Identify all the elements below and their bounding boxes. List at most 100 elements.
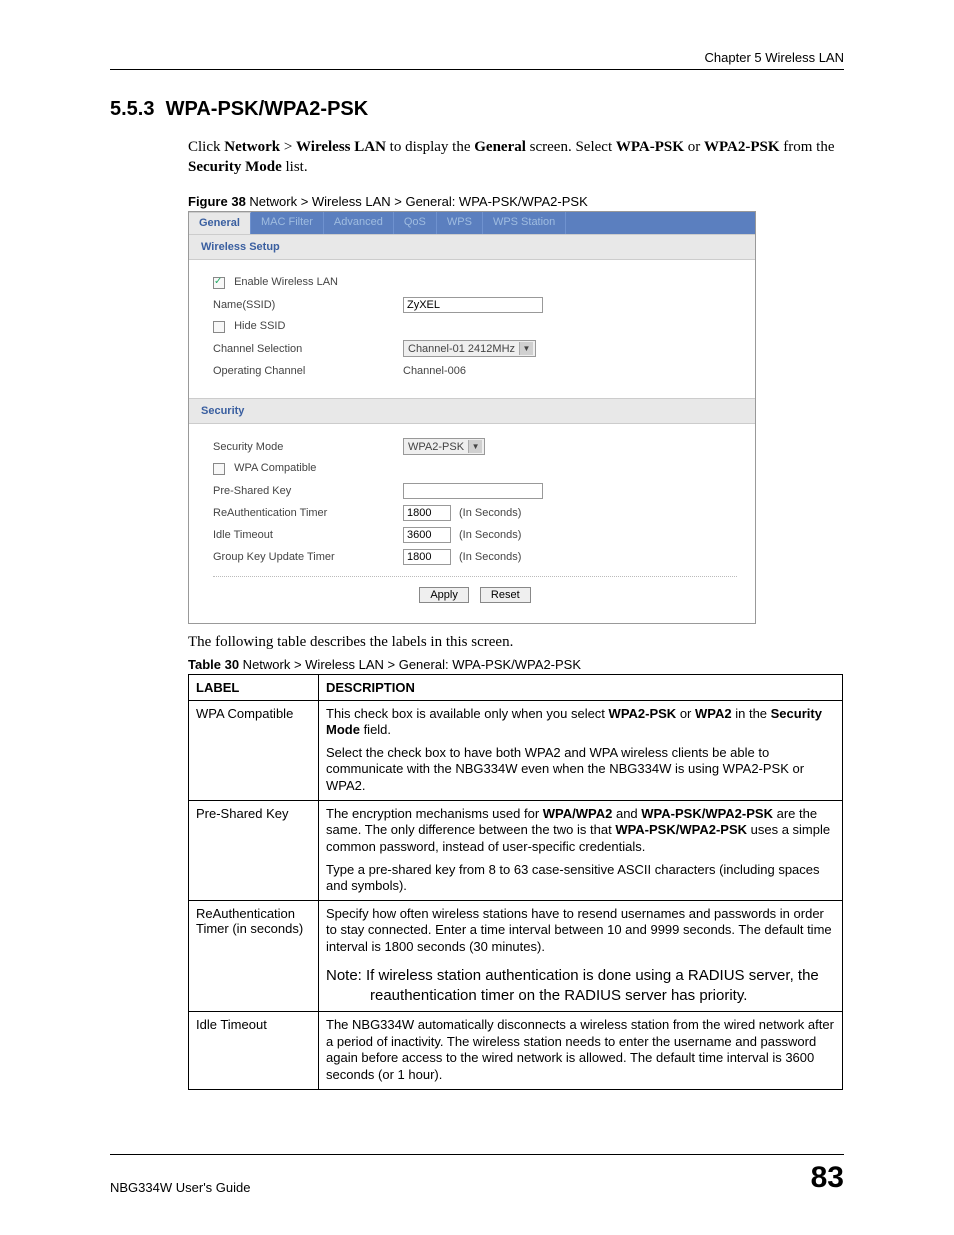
- t: Network > Wireless LAN > General: WPA-PS…: [246, 194, 588, 209]
- t: Security Mode: [188, 159, 282, 175]
- page-footer: NBG334W User's Guide 83: [110, 1154, 844, 1195]
- cell-desc: The encryption mechanisms used for WPA/W…: [319, 800, 843, 900]
- hide-ssid-label: Hide SSID: [234, 320, 285, 332]
- t: screen. Select: [526, 139, 616, 155]
- t: WPA-PSK: [616, 139, 684, 155]
- hide-row: Hide SSID: [213, 320, 285, 332]
- section-number: 5.5.3: [110, 98, 154, 120]
- group-body: Enable Wireless LAN Name(SSID) Hide SSID…: [189, 260, 755, 398]
- t: Click: [188, 139, 224, 155]
- gkey-input[interactable]: [403, 549, 451, 565]
- t: field.: [360, 722, 391, 737]
- t: WPA2-PSK: [609, 706, 677, 721]
- chevron-down-icon: ▼: [468, 440, 482, 453]
- t: The encryption mechanisms used for: [326, 806, 543, 821]
- t: to display the: [386, 139, 474, 155]
- hide-ssid-checkbox[interactable]: [213, 321, 225, 333]
- tab-mac-filter[interactable]: MAC Filter: [251, 212, 324, 234]
- tab-qos[interactable]: QoS: [394, 212, 437, 234]
- t: WPA2: [695, 706, 732, 721]
- t: WPA/WPA2: [543, 806, 613, 821]
- reauth-input[interactable]: [403, 505, 451, 521]
- tab-general[interactable]: General: [189, 212, 251, 234]
- t: and: [612, 806, 641, 821]
- screenshot: General MAC Filter Advanced QoS WPS WPS …: [188, 211, 756, 624]
- t: or: [684, 139, 704, 155]
- t: The NBG334W automatically disconnects a …: [326, 1017, 835, 1084]
- cell-label: Pre-Shared Key: [189, 800, 319, 900]
- after-figure-text: The following table describes the labels…: [188, 634, 844, 651]
- t: Specify how often wireless stations have…: [326, 906, 835, 956]
- t: list.: [282, 159, 308, 175]
- security-mode-value: WPA2-PSK: [408, 441, 464, 453]
- table-row: Idle Timeout The NBG334W automatically d…: [189, 1012, 843, 1090]
- wpa-compatible-checkbox[interactable]: [213, 463, 225, 475]
- footer-guide: NBG334W User's Guide: [110, 1180, 250, 1195]
- ssid-input[interactable]: [403, 297, 543, 313]
- ssid-label: Name(SSID): [213, 299, 403, 311]
- operating-channel-label: Operating Channel: [213, 365, 403, 377]
- reset-button[interactable]: Reset: [480, 587, 531, 603]
- t: WPA2-PSK: [704, 139, 780, 155]
- wpa-compat-row: WPA Compatible: [213, 462, 316, 474]
- col-label: LABEL: [189, 674, 319, 700]
- apply-button[interactable]: Apply: [419, 587, 469, 603]
- t: Network > Wireless LAN > General: WPA-PS…: [239, 657, 581, 672]
- table-header-row: LABEL DESCRIPTION: [189, 674, 843, 700]
- gkey-label: Group Key Update Timer: [213, 551, 403, 563]
- idle-label: Idle Timeout: [213, 529, 403, 541]
- t: from the: [780, 139, 835, 155]
- tab-wps-station[interactable]: WPS Station: [483, 212, 566, 234]
- section-heading: 5.5.3 WPA-PSK/WPA2-PSK: [110, 98, 844, 121]
- reauth-label: ReAuthentication Timer: [213, 507, 403, 519]
- cell-label: ReAuthentication Timer (in seconds): [189, 900, 319, 1011]
- t: Figure 38: [188, 194, 246, 209]
- t: General: [474, 139, 526, 155]
- t: or: [676, 706, 695, 721]
- security-mode-dropdown[interactable]: WPA2-PSK ▼: [403, 438, 485, 455]
- t: Select the check box to have both WPA2 a…: [326, 745, 835, 795]
- table-row: Pre-Shared Key The encryption mechanisms…: [189, 800, 843, 900]
- t: Wireless LAN: [296, 139, 386, 155]
- cell-desc: This check box is available only when yo…: [319, 700, 843, 800]
- group-wireless-setup: Wireless Setup: [189, 234, 755, 260]
- t: Network: [224, 139, 280, 155]
- button-row: Apply Reset: [213, 576, 737, 609]
- t: WPA-PSK/WPA2-PSK: [615, 822, 747, 837]
- page-header: Chapter 5 Wireless LAN: [110, 50, 844, 70]
- t: WPA-PSK/WPA2-PSK: [641, 806, 773, 821]
- col-description: DESCRIPTION: [319, 674, 843, 700]
- idle-input[interactable]: [403, 527, 451, 543]
- section-title: WPA-PSK/WPA2-PSK: [166, 98, 369, 120]
- t: This check box is available only when yo…: [326, 706, 609, 721]
- note-text: Note: If wireless station authentication…: [326, 966, 835, 1007]
- security-mode-label: Security Mode: [213, 441, 403, 453]
- psk-input[interactable]: [403, 483, 543, 499]
- tab-advanced[interactable]: Advanced: [324, 212, 394, 234]
- t: in the: [732, 706, 771, 721]
- channel-selection-dropdown[interactable]: Channel-01 2412MHz ▼: [403, 340, 536, 357]
- tab-bar: General MAC Filter Advanced QoS WPS WPS …: [189, 212, 755, 234]
- cell-label: WPA Compatible: [189, 700, 319, 800]
- enable-row: Enable Wireless LAN: [213, 276, 338, 288]
- operating-channel-value: Channel-006: [403, 365, 466, 377]
- enable-wireless-label: Enable Wireless LAN: [234, 276, 338, 288]
- figure-caption: Figure 38 Network > Wireless LAN > Gener…: [188, 194, 844, 209]
- t: Table 30: [188, 657, 239, 672]
- description-table: LABEL DESCRIPTION WPA Compatible This ch…: [188, 674, 843, 1090]
- table-row: ReAuthentication Timer (in seconds) Spec…: [189, 900, 843, 1011]
- channel-selection-value: Channel-01 2412MHz: [408, 343, 515, 355]
- cell-label: Idle Timeout: [189, 1012, 319, 1090]
- tab-wps[interactable]: WPS: [437, 212, 483, 234]
- enable-wireless-checkbox[interactable]: [213, 277, 225, 289]
- table-caption: Table 30 Network > Wireless LAN > Genera…: [188, 657, 844, 672]
- channel-selection-label: Channel Selection: [213, 343, 403, 355]
- cell-desc: The NBG334W automatically disconnects a …: [319, 1012, 843, 1090]
- group-body: Security Mode WPA2-PSK ▼ WPA Compatible …: [189, 424, 755, 623]
- psk-label: Pre-Shared Key: [213, 485, 403, 497]
- unit-seconds: (In Seconds): [459, 529, 521, 541]
- cell-desc: Specify how often wireless stations have…: [319, 900, 843, 1011]
- t: >: [280, 139, 296, 155]
- chevron-down-icon: ▼: [519, 342, 533, 355]
- wpa-compatible-label: WPA Compatible: [234, 462, 316, 474]
